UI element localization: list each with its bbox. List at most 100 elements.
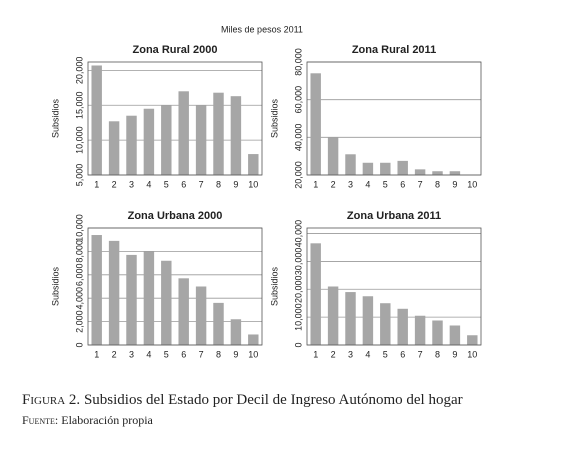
plot-frame	[306, 61, 482, 176]
chart-title: Zona Rural 2011	[352, 44, 436, 56]
bar	[195, 105, 207, 175]
x-tick-label: 2	[112, 349, 117, 359]
x-tick-label: 2	[112, 179, 117, 189]
x-tick-label: 7	[199, 349, 204, 359]
bar	[108, 121, 120, 175]
bar	[397, 308, 408, 345]
bar	[161, 260, 172, 345]
caption-text: Subsidios del Estado por Decil de Ingres…	[84, 392, 463, 408]
bar	[345, 154, 356, 175]
bar	[91, 65, 102, 175]
y-tick-label: 20,000	[293, 276, 303, 304]
y-tick-label: 20,000	[74, 57, 84, 85]
y-axis-label: Subsidios	[269, 266, 279, 306]
bar	[108, 240, 120, 345]
x-tick-label: 8	[216, 179, 221, 189]
bar	[161, 105, 172, 175]
bar	[178, 278, 189, 345]
x-tick-label: 1	[94, 349, 99, 359]
x-tick-label: 3	[129, 349, 134, 359]
x-tick-label: 4	[146, 349, 151, 359]
plot-frame	[87, 227, 263, 346]
bar	[248, 334, 259, 345]
y-tick-label: 10,000	[293, 303, 303, 331]
bar	[380, 303, 391, 345]
y-tick-label: 15,000	[74, 91, 84, 119]
bar	[213, 302, 224, 345]
x-tick-label: 10	[467, 179, 477, 189]
bar	[414, 315, 426, 345]
x-tick-label: 2	[331, 179, 336, 189]
bar	[467, 335, 478, 345]
bar	[195, 286, 207, 345]
x-tick-label: 5	[383, 179, 388, 189]
caption: Figura 2. Subsidios del Estado por Decil…	[22, 392, 463, 408]
bar	[143, 108, 155, 175]
plot-frame	[87, 61, 263, 176]
y-tick-label: 2,000	[74, 310, 84, 333]
x-tick-label: 4	[365, 179, 370, 189]
bar	[143, 251, 155, 345]
x-tick-label: 7	[418, 349, 423, 359]
y-tick-label: 30,000	[293, 248, 303, 276]
x-tick-label: 9	[233, 349, 238, 359]
x-tick-label: 2	[331, 349, 336, 359]
x-tick-label: 3	[348, 179, 353, 189]
bar	[213, 92, 224, 175]
x-tick-label: 1	[94, 179, 99, 189]
x-tick-label: 7	[418, 179, 423, 189]
x-tick-label: 3	[348, 349, 353, 359]
y-tick-label: 8,000	[74, 240, 84, 263]
source-text: Elaboración propia	[61, 413, 153, 427]
bar	[248, 154, 259, 175]
bar	[310, 73, 321, 175]
y-tick-label: 0	[293, 342, 303, 347]
y-axis-label: Subsidios	[50, 266, 60, 306]
x-tick-label: 9	[233, 179, 238, 189]
x-tick-label: 5	[164, 179, 169, 189]
y-tick-label: 20,000	[293, 161, 303, 189]
bar	[126, 115, 137, 175]
x-tick-label: 10	[248, 179, 258, 189]
x-tick-label: 8	[216, 349, 221, 359]
x-tick-label: 10	[248, 349, 258, 359]
y-tick-label: 4,000	[74, 287, 84, 310]
y-axis-label: Subsidios	[50, 98, 60, 138]
y-tick-label: 5,000	[74, 164, 84, 187]
bar	[126, 254, 137, 345]
x-tick-label: 6	[181, 349, 186, 359]
x-tick-label: 9	[452, 179, 457, 189]
bar	[310, 243, 321, 345]
bar	[345, 292, 356, 345]
y-tick-label: 80,000	[293, 48, 303, 76]
x-tick-label: 6	[400, 349, 405, 359]
bar	[414, 169, 426, 175]
bar	[449, 171, 461, 175]
x-tick-label: 4	[365, 349, 370, 359]
bar	[397, 160, 408, 175]
caption-label: Figura 2.	[22, 392, 80, 408]
source: Fuente: Elaboración propia	[22, 413, 154, 427]
bar	[362, 162, 374, 175]
y-tick-label: 40,000	[293, 220, 303, 248]
bar	[432, 320, 443, 345]
chart-title: Zona Urbana 2011	[347, 210, 441, 222]
suptitle: Miles de pesos 2011	[221, 24, 303, 34]
x-tick-label: 5	[383, 349, 388, 359]
x-tick-label: 5	[164, 349, 169, 359]
bar	[327, 137, 339, 175]
x-tick-label: 7	[199, 179, 204, 189]
y-tick-label: 10,000	[74, 214, 84, 242]
x-tick-label: 3	[129, 179, 134, 189]
chart-title: Zona Urbana 2000	[128, 210, 223, 222]
x-tick-label: 8	[435, 179, 440, 189]
y-tick-label: 60,000	[293, 86, 303, 114]
x-tick-label: 6	[400, 179, 405, 189]
x-tick-label: 10	[467, 349, 477, 359]
x-tick-label: 1	[313, 179, 318, 189]
x-tick-label: 4	[146, 179, 151, 189]
y-tick-label: 0	[74, 342, 84, 347]
y-tick-label: 10,000	[74, 126, 84, 154]
bar	[432, 171, 443, 175]
